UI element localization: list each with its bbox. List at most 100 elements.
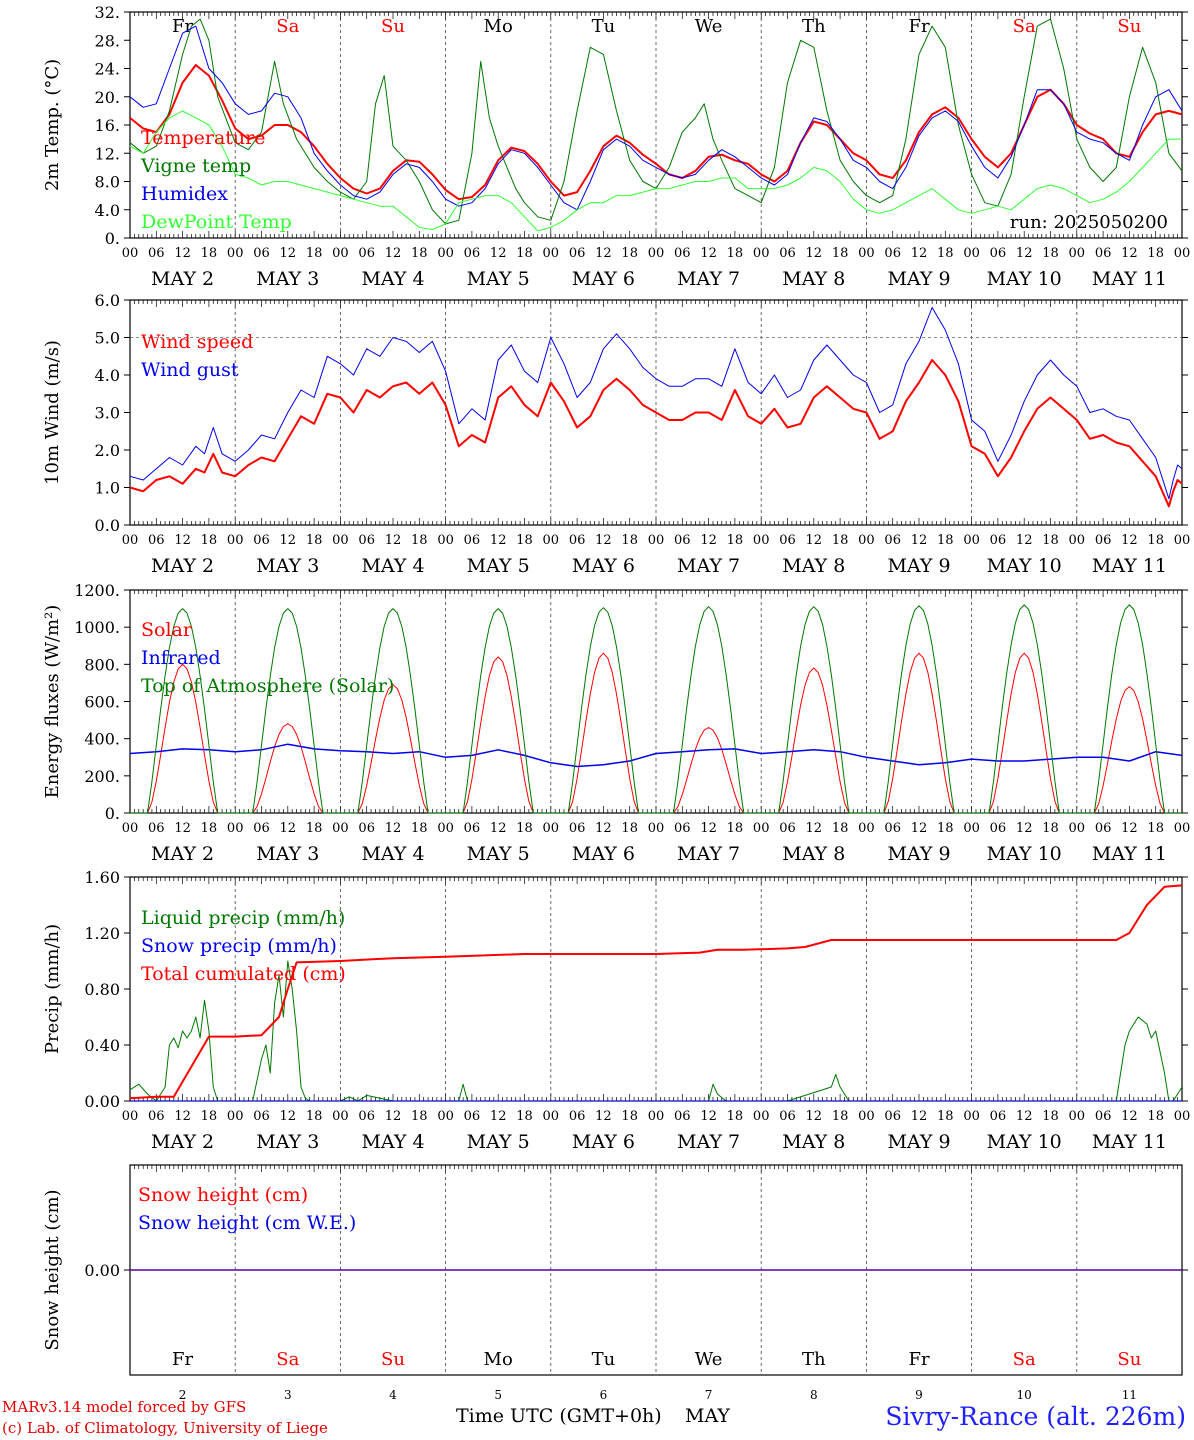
date-label: MAY 2 <box>151 555 214 577</box>
hour-tick-label: 12 <box>700 821 717 836</box>
y-tick-label: 20. <box>95 88 120 107</box>
hour-tick-label: 06 <box>779 246 796 261</box>
hour-tick-label: 12 <box>490 821 507 836</box>
hour-tick-label: 00 <box>963 246 980 261</box>
legend-label: DewPoint Temp <box>141 211 292 233</box>
date-label: MAY 8 <box>782 555 845 577</box>
y-axis-label: Energy fluxes (W/m²) <box>42 605 63 799</box>
hour-tick-label: 06 <box>569 533 586 548</box>
hour-tick-label: 12 <box>911 533 928 548</box>
y-tick-label: 800. <box>84 655 120 674</box>
date-label: MAY 7 <box>677 555 740 577</box>
day-number-label: 2 <box>179 1388 187 1402</box>
hour-tick-label: 00 <box>648 246 665 261</box>
series-line <box>129 25 1183 211</box>
hour-tick-label: 12 <box>806 246 823 261</box>
hour-tick-label: 06 <box>253 246 270 261</box>
y-axis-label: 2m Temp. (°C) <box>42 59 63 191</box>
hour-tick-label: 06 <box>990 533 1007 548</box>
hour-tick-label: 12 <box>1121 533 1138 548</box>
date-label: MAY 9 <box>887 268 950 290</box>
day-of-week-label: Su <box>381 1349 405 1370</box>
hour-tick-label: 06 <box>464 1109 481 1124</box>
hour-tick-label: 18 <box>411 821 428 836</box>
hour-tick-label: 06 <box>674 246 691 261</box>
hour-tick-label: 12 <box>1121 1109 1138 1124</box>
hour-tick-label: 06 <box>1095 1109 1112 1124</box>
hour-tick-label: 06 <box>569 246 586 261</box>
date-label: MAY 9 <box>887 843 950 865</box>
day-of-week-label: Su <box>1117 16 1141 37</box>
date-label: MAY 4 <box>361 268 424 290</box>
lab-credit: (c) Lab. of Climatology, University of L… <box>2 1419 328 1437</box>
date-label: MAY 2 <box>151 843 214 865</box>
hour-tick-label: 06 <box>464 821 481 836</box>
hour-tick-label: 18 <box>832 533 849 548</box>
day-number-label: 9 <box>915 1388 923 1402</box>
hour-tick-label: 12 <box>911 1109 928 1124</box>
hour-tick-label: 12 <box>806 821 823 836</box>
hour-tick-label: 18 <box>727 246 744 261</box>
hour-tick-label: 00 <box>753 533 770 548</box>
day-of-week-label: Sa <box>1013 1349 1036 1370</box>
hour-tick-label: 06 <box>358 1109 375 1124</box>
y-tick-label: 0. <box>105 229 120 248</box>
hour-tick-label: 06 <box>358 533 375 548</box>
y-tick-label: 1000. <box>74 618 120 637</box>
hour-tick-label: 00 <box>858 246 875 261</box>
date-label: MAY 5 <box>467 843 530 865</box>
date-label: MAY 4 <box>361 555 424 577</box>
y-tick-label: 0.80 <box>84 980 120 999</box>
day-number-label: 10 <box>1017 1388 1032 1402</box>
hour-tick-label: 06 <box>569 821 586 836</box>
hour-tick-label: 06 <box>884 246 901 261</box>
hour-tick-label: 18 <box>727 533 744 548</box>
hour-tick-label: 00 <box>122 821 139 836</box>
y-tick-label: 1.60 <box>84 868 120 887</box>
hour-tick-label: 12 <box>490 1109 507 1124</box>
hour-tick-label: 06 <box>253 533 270 548</box>
hour-tick-label: 12 <box>280 821 297 836</box>
date-label: MAY 7 <box>677 843 740 865</box>
date-label: MAY 2 <box>151 268 214 290</box>
hour-tick-label: 06 <box>884 533 901 548</box>
hour-tick-label: 12 <box>174 246 191 261</box>
day-of-week-label: Sa <box>1013 16 1036 37</box>
date-label: MAY 10 <box>987 843 1062 865</box>
date-label: MAY 11 <box>1092 1131 1167 1153</box>
legend-label: Vigne temp <box>140 155 251 177</box>
hour-tick-label: 12 <box>385 1109 402 1124</box>
hour-tick-label: 18 <box>411 533 428 548</box>
series-line <box>129 307 1183 500</box>
day-number-label: 5 <box>494 1388 502 1402</box>
hour-tick-label: 12 <box>490 246 507 261</box>
hour-tick-label: 18 <box>411 1109 428 1124</box>
hour-tick-label: 18 <box>1147 246 1164 261</box>
hour-tick-label: 06 <box>884 821 901 836</box>
date-label: MAY 5 <box>467 555 530 577</box>
legend-label: Wind speed <box>141 331 253 353</box>
hour-tick-label: 00 <box>122 1109 139 1124</box>
hour-tick-label: 12 <box>806 1109 823 1124</box>
day-of-week-label: Fr <box>908 1349 929 1370</box>
hour-tick-label: 18 <box>1042 246 1059 261</box>
legend-label: Snow height (cm) <box>138 1184 308 1206</box>
day-of-week-label: Tu <box>592 16 616 37</box>
date-label: MAY 2 <box>151 1131 214 1153</box>
day-number-label: 8 <box>810 1388 818 1402</box>
day-of-week-label: Sa <box>276 1349 299 1370</box>
hour-tick-label: 00 <box>437 821 454 836</box>
hour-tick-label: 00 <box>437 533 454 548</box>
hour-tick-label: 18 <box>1042 821 1059 836</box>
day-number-label: 6 <box>600 1388 608 1402</box>
hour-tick-label: 18 <box>621 1109 638 1124</box>
hour-tick-label: 00 <box>122 246 139 261</box>
date-label: MAY 9 <box>887 1131 950 1153</box>
y-tick-label: 600. <box>84 693 120 712</box>
hour-tick-label: 18 <box>1042 1109 1059 1124</box>
hour-tick-label: 00 <box>963 533 980 548</box>
legend-label: Liquid precip (mm/h) <box>141 907 345 929</box>
y-tick-label: 12. <box>95 144 120 163</box>
date-label: MAY 7 <box>677 1131 740 1153</box>
hour-tick-label: 06 <box>1095 821 1112 836</box>
